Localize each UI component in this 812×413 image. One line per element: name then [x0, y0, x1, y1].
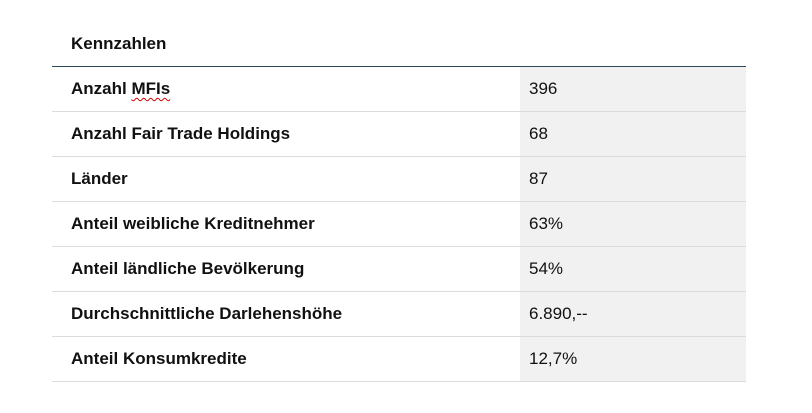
row-label: Anteil Konsumkredite: [52, 337, 520, 381]
table-row: Durchschnittliche Darlehenshöhe 6.890,--: [52, 292, 746, 337]
table-row: Anzahl MFIs 396: [52, 67, 746, 112]
row-value: 6.890,--: [520, 292, 746, 336]
row-value: 12,7%: [520, 337, 746, 381]
row-value: 54%: [520, 247, 746, 291]
row-label: Anzahl MFIs: [52, 67, 520, 111]
row-value: 63%: [520, 202, 746, 246]
row-label: Durchschnittliche Darlehenshöhe: [52, 292, 520, 336]
table-title: Kennzahlen: [52, 22, 746, 67]
table-row: Anzahl Fair Trade Holdings 68: [52, 112, 746, 157]
table-row: Anteil Konsumkredite 12,7%: [52, 337, 746, 382]
key-figures-table: Kennzahlen Anzahl MFIs 396 Anzahl Fair T…: [52, 22, 746, 382]
row-value: 87: [520, 157, 746, 201]
row-label: Anzahl Fair Trade Holdings: [52, 112, 520, 156]
table-row: Anteil weibliche Kreditnehmer 63%: [52, 202, 746, 247]
table-row: Länder 87: [52, 157, 746, 202]
row-label: Länder: [52, 157, 520, 201]
row-label: Anteil ländliche Bevölkerung: [52, 247, 520, 291]
row-value: 396: [520, 67, 746, 111]
table-row: Anteil ländliche Bevölkerung 54%: [52, 247, 746, 292]
row-label: Anteil weibliche Kreditnehmer: [52, 202, 520, 246]
spellcheck-flagged-word[interactable]: MFIs: [131, 79, 171, 98]
row-value: 68: [520, 112, 746, 156]
row-label-prefix: Anzahl: [71, 79, 132, 98]
